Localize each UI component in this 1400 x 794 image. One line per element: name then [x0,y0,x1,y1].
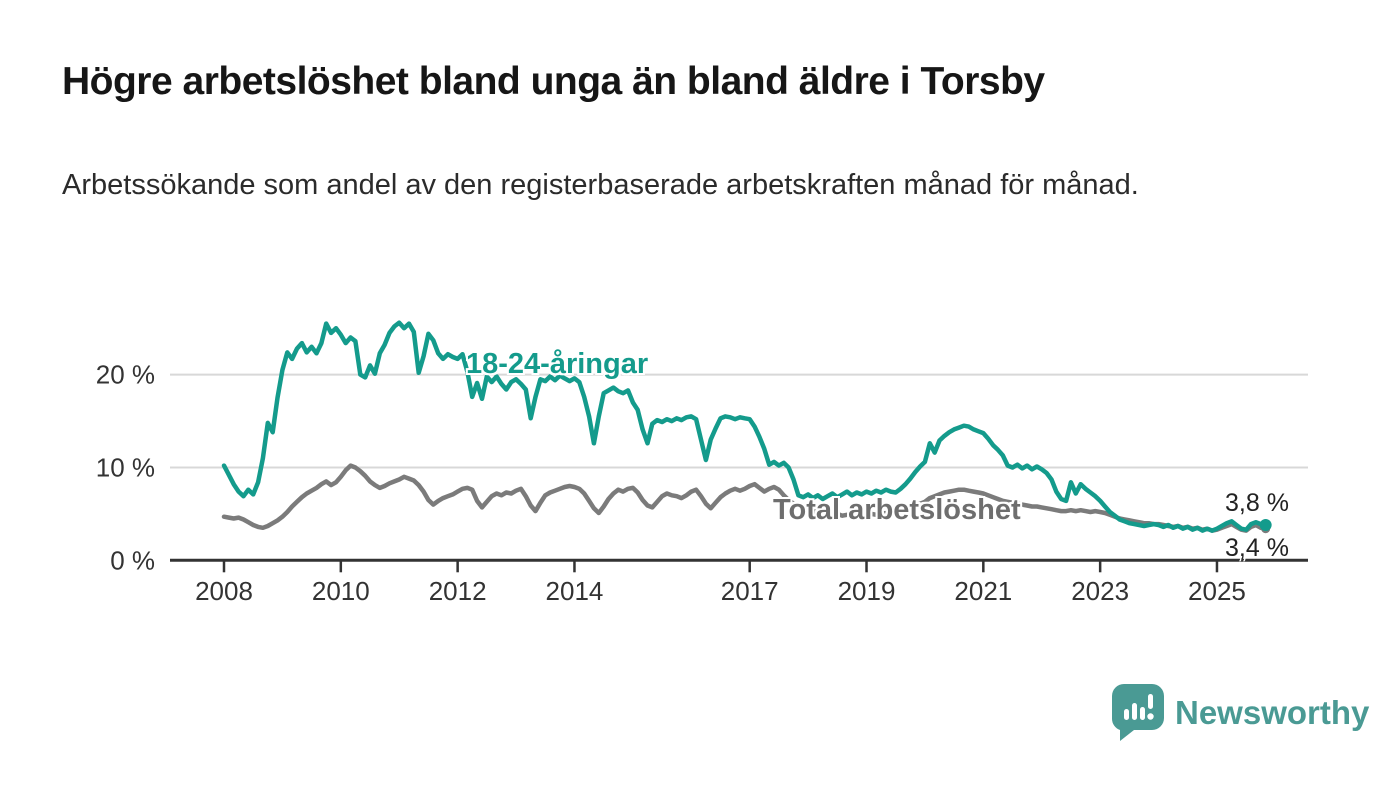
x-tick-label: 2023 [1071,576,1129,606]
y-tick-label: 10 % [96,452,155,482]
x-tick-label: 2012 [429,576,487,606]
series-line-total [221,463,1268,533]
series-label-total: Total arbetslöshet [773,494,1021,526]
x-tick-label: 2021 [954,576,1012,606]
x-tick-label: 2008 [195,576,253,606]
series-line-youth [221,320,1268,533]
x-tick-label: 2019 [838,576,896,606]
series-end-dot-youth [1259,519,1272,532]
x-tick-label: 2025 [1188,576,1246,606]
chart-subtitle: Arbetssökande som andel av den registerb… [62,169,1139,201]
y-tick-label: 0 % [110,545,155,575]
newsworthy-branding: Newsworthy [1112,684,1369,741]
brand-name: Newsworthy [1175,693,1370,731]
newsworthy-logo-icon [1112,684,1164,741]
x-tick-label: 2010 [312,576,370,606]
x-tick-label: 2014 [546,576,604,606]
y-tick-label: 20 % [96,360,155,390]
page-title: Högre arbetslöshet bland unga än bland ä… [62,60,1045,103]
x-tick-label: 2017 [721,576,779,606]
series-label-youth: 18-24-åringar [466,348,649,380]
end-value-youth: 3,8 % [1225,489,1289,517]
end-value-total: 3,4 % [1225,534,1289,562]
